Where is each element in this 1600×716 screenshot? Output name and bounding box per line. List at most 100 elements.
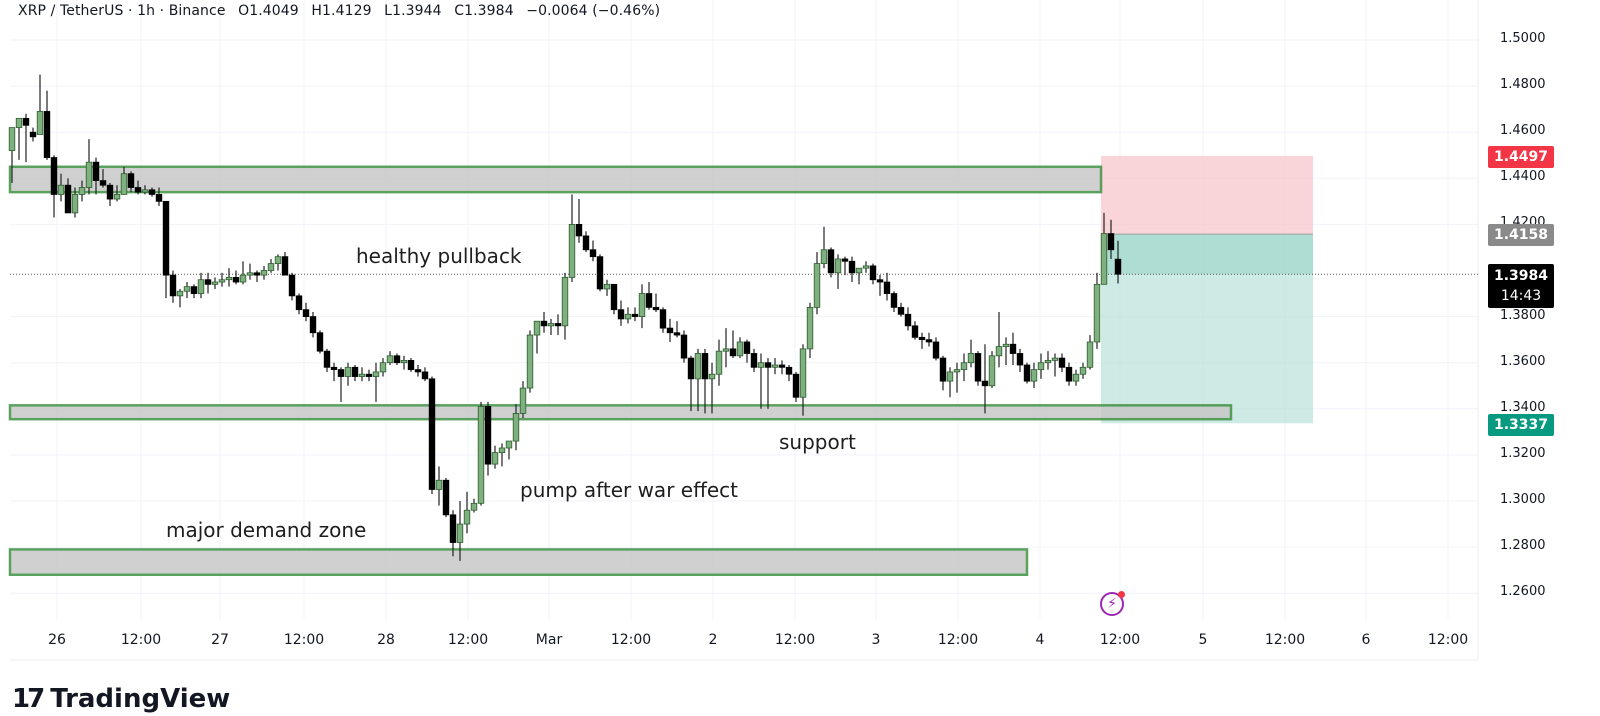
- candle-bear: [939, 357, 947, 382]
- annotation-healthy-pullback[interactable]: healthy pullback: [356, 244, 522, 268]
- candle-bull: [953, 369, 961, 373]
- price-tick: 1.3400: [1500, 399, 1546, 415]
- candle-bull: [225, 277, 233, 281]
- candle-bull: [344, 366, 352, 377]
- time-tick: 12:00: [1099, 632, 1141, 648]
- current-price: 1.3984: [1493, 268, 1549, 284]
- candle-bull: [568, 223, 576, 278]
- price-tick: 1.3800: [1500, 307, 1546, 323]
- flash-news-icon[interactable]: ⚡: [1100, 591, 1125, 616]
- time-tick: 12:00: [447, 632, 489, 648]
- ohlc-change: −0.0064 (−0.46%): [526, 3, 661, 19]
- tradingview-logo: 17 TradingView: [12, 684, 230, 714]
- candle-bear: [575, 223, 583, 237]
- time-tick: 12:00: [120, 632, 162, 648]
- candle-bear: [666, 327, 674, 334]
- ohlc-low: L1.3944: [384, 3, 442, 19]
- candle-bear: [162, 200, 170, 276]
- candle-bull: [757, 362, 765, 368]
- candle-bear: [155, 194, 163, 202]
- take-profit-price-badge: 1.3337: [1488, 414, 1554, 436]
- candle-bull: [806, 306, 814, 350]
- candle-bull: [722, 348, 730, 352]
- annotation-demand-zone[interactable]: major demand zone: [166, 518, 367, 542]
- candle-bull: [519, 387, 527, 414]
- price-tick: 1.5000: [1500, 31, 1546, 46]
- brand-name: TradingView: [50, 684, 231, 714]
- candle-bear: [1016, 353, 1024, 366]
- candle-bear: [869, 265, 877, 281]
- candle-bull: [967, 353, 975, 364]
- candle-bear: [1023, 364, 1031, 382]
- candle-bull: [715, 350, 723, 375]
- candle-bear: [596, 256, 604, 290]
- candle-bear: [743, 341, 751, 354]
- price-tick: 1.4800: [1500, 77, 1546, 93]
- price-tick: 1.2800: [1500, 538, 1546, 554]
- candle-bull: [477, 406, 485, 504]
- candle-bear: [687, 357, 695, 380]
- candle-bear: [764, 362, 772, 368]
- candle-bull: [400, 359, 408, 364]
- resistance-zone: [8, 165, 1103, 194]
- candle-bear: [582, 235, 590, 251]
- symbol-title[interactable]: XRP / TetherUS · 1h · Binance: [18, 3, 226, 19]
- stop-loss-zone: [1101, 155, 1313, 235]
- candle-bear: [617, 309, 625, 320]
- candle-bear: [631, 313, 639, 318]
- candle-bear: [883, 281, 891, 294]
- candle-bull: [1044, 359, 1052, 364]
- candle-bull: [239, 274, 247, 283]
- candle-bear: [407, 359, 415, 371]
- candle-bull: [603, 283, 611, 290]
- stop-loss-price-badge: 1.4497: [1488, 146, 1554, 168]
- candle-bear: [316, 332, 324, 352]
- candle-bear: [778, 364, 786, 368]
- candle-bear: [295, 295, 303, 311]
- candle-bear: [127, 173, 135, 188]
- annotation-pump[interactable]: pump after war effect: [520, 478, 738, 502]
- candle-bear: [281, 256, 289, 276]
- candle-bear: [890, 293, 898, 308]
- price-tick: 1.2600: [1500, 584, 1546, 600]
- candle-bull: [855, 267, 863, 274]
- symbol-legend: XRP / TetherUS · 1h · Binance O1.4049 H1…: [18, 3, 668, 19]
- candle-bear: [442, 479, 450, 516]
- candle-bear: [827, 249, 835, 274]
- candle-bull: [1100, 233, 1108, 285]
- candle-bull: [183, 286, 191, 292]
- annotation-support[interactable]: support: [779, 430, 856, 454]
- candle-bear: [1009, 343, 1017, 354]
- candle-bear: [848, 260, 856, 274]
- candle-bull: [491, 452, 499, 465]
- time-tick: 12:00: [1264, 632, 1306, 648]
- open-pnl-zone: [1101, 234, 1313, 275]
- candle-bull: [372, 371, 380, 377]
- candle-bull: [435, 479, 443, 490]
- candle-bull: [260, 270, 268, 276]
- time-tick: 27: [211, 632, 229, 648]
- support-zone: [8, 404, 1233, 421]
- candle-bull: [995, 346, 1003, 357]
- candle-bear: [911, 325, 919, 338]
- candle-bear: [232, 277, 240, 283]
- candle-bear: [134, 187, 142, 193]
- candle-bull: [113, 194, 121, 200]
- price-tick: 1.3200: [1500, 445, 1546, 461]
- candle-bull: [218, 279, 226, 283]
- candle-bull: [176, 290, 184, 297]
- candle-bear: [925, 339, 933, 343]
- candle-bear: [876, 279, 884, 283]
- candle-bull: [456, 523, 464, 543]
- time-tick: Mar: [535, 632, 563, 648]
- candle-bear: [680, 334, 688, 359]
- candle-bull: [505, 440, 513, 449]
- candle-bull: [197, 279, 205, 294]
- candle-bear: [750, 353, 758, 368]
- time-tick: 12:00: [283, 632, 325, 648]
- candle-bear: [652, 306, 660, 311]
- candle-bull: [1037, 362, 1045, 371]
- candle-bull: [120, 173, 128, 195]
- candle-bull: [211, 281, 219, 285]
